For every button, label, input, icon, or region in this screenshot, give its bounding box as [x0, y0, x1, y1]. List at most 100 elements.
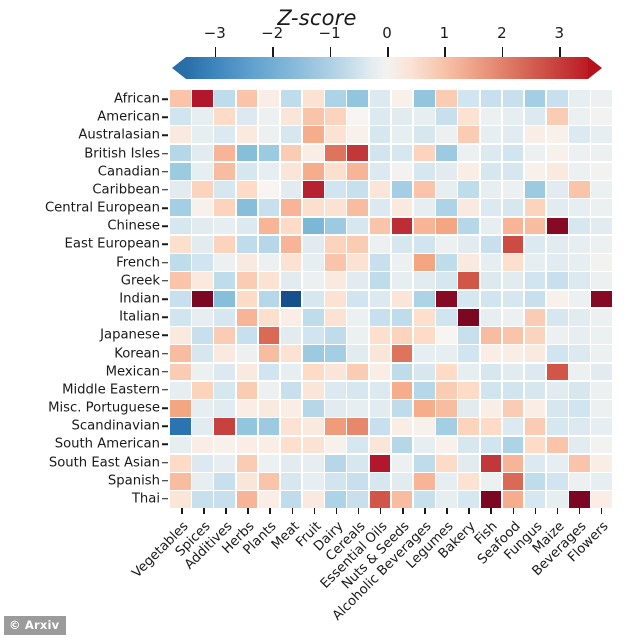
heatmap-cell: [347, 272, 369, 290]
y-axis-tick-label: East European: [64, 236, 160, 252]
heatmap-cell: [480, 418, 502, 436]
heatmap-cell: [303, 254, 324, 271]
heatmap-cell: [391, 327, 413, 344]
heatmap-cell: [480, 254, 502, 271]
heatmap-cell: [258, 363, 280, 381]
heatmap-cell: [413, 491, 435, 508]
heatmap-cell: [436, 290, 457, 308]
heatmap-cell: [480, 144, 502, 162]
x-axis-tick-mark: [424, 508, 426, 514]
heatmap-cell: [236, 491, 258, 508]
heatmap-cell: [192, 418, 213, 436]
heatmap-cell: [236, 181, 258, 198]
heatmap-cell: [436, 363, 457, 381]
y-axis-tick-mark: [162, 498, 168, 500]
heatmap-cell: [480, 199, 502, 217]
heatmap-cell: [369, 162, 391, 180]
heatmap-cell: [524, 162, 546, 180]
heatmap-cell: [436, 436, 457, 454]
heatmap-cell: [347, 254, 369, 271]
heatmap-cell: [413, 454, 435, 472]
heatmap-cell: [369, 126, 391, 144]
heatmap-cell: [192, 162, 213, 180]
y-axis-tick-label: Spanish: [107, 473, 160, 489]
heatmap-cell: [214, 181, 235, 198]
heatmap-cell: [524, 181, 546, 198]
heatmap-cell: [280, 181, 302, 198]
heatmap-cell: [214, 308, 235, 326]
heatmap-cell: [214, 327, 235, 344]
heatmap-cell: [413, 363, 435, 381]
heatmap-cell: [591, 199, 612, 217]
heatmap-cell: [391, 126, 413, 144]
heatmap-cell: [258, 327, 280, 344]
heatmap-cell: [502, 345, 524, 363]
y-axis-tick-label: Caribbean: [92, 182, 160, 198]
heatmap-cell: [569, 235, 590, 253]
heatmap-cell: [258, 108, 280, 125]
y-axis-tick-label: American: [97, 109, 160, 125]
heatmap-cell: [524, 436, 546, 454]
heatmap-cell: [591, 217, 612, 235]
heatmap-cell: [524, 235, 546, 253]
heatmap-cell: [436, 327, 457, 344]
heatmap-cell: [280, 290, 302, 308]
heatmap-cell: [236, 290, 258, 308]
heatmap-cell: [325, 308, 346, 326]
y-axis-tick-mark: [162, 425, 168, 427]
heatmap-cell: [524, 217, 546, 235]
heatmap-cell: [347, 308, 369, 326]
heatmap-cell: [413, 162, 435, 180]
y-axis-tick-label: Canadian: [97, 164, 160, 180]
colorbar-tick-mark: [387, 47, 389, 57]
heatmap-cell: [524, 381, 546, 399]
y-axis-tick-label: Chinese: [107, 218, 160, 234]
heatmap-cell: [591, 90, 612, 107]
heatmap-cell: [192, 290, 213, 308]
x-axis-tick-mark: [512, 508, 515, 514]
y-axis-tick-label: Scandinavian: [71, 418, 160, 434]
heatmap-cell: [569, 400, 590, 417]
x-axis-tick-mark: [203, 508, 205, 514]
heatmap-cell: [436, 491, 457, 508]
heatmap-cell: [391, 308, 413, 326]
heatmap-cell: [192, 381, 213, 399]
heatmap-cell: [480, 436, 502, 454]
heatmap-cell: [170, 235, 191, 253]
heatmap-cell: [480, 126, 502, 144]
heatmap-cell: [280, 381, 302, 399]
colorbar-tick-group: −3 −2 −1 0 1 2 3: [186, 24, 588, 59]
heatmap-cell: [303, 400, 324, 417]
heatmap-cell: [347, 418, 369, 436]
heatmap-cell: [236, 235, 258, 253]
heatmap-cell: [458, 199, 479, 217]
heatmap-cell: [413, 308, 435, 326]
heatmap-cell: [236, 363, 258, 381]
heatmap-cell: [413, 272, 435, 290]
heatmap-cell: [214, 381, 235, 399]
x-axis-tick-mark: [556, 508, 559, 514]
heatmap-cell: [547, 363, 568, 381]
heatmap-cell: [502, 327, 524, 344]
heatmap-cell: [236, 345, 258, 363]
heatmap-cell: [280, 491, 302, 508]
heatmap-cell: [547, 454, 568, 472]
x-axis-tick-mark: [269, 508, 271, 514]
heatmap-cell: [569, 254, 590, 271]
heatmap-cell: [524, 345, 546, 363]
heatmap-cell: [436, 199, 457, 217]
heatmap-cell: [502, 363, 524, 381]
colorbar-tick-mark: [444, 47, 447, 57]
heatmap-cell: [569, 491, 590, 508]
heatmap-cell: [436, 418, 457, 436]
heatmap-cell: [325, 491, 346, 508]
heatmap-cell: [436, 272, 457, 290]
heatmap-cell: [413, 108, 435, 125]
heatmap-cell: [547, 90, 568, 107]
heatmap-cell: [458, 90, 479, 107]
y-axis-tick-label: Italian: [119, 309, 160, 325]
colorbar-tick-mark: [559, 47, 561, 57]
heatmap-cell: [502, 491, 524, 508]
heatmap-cell: [325, 400, 346, 417]
heatmap-cell: [170, 454, 191, 472]
